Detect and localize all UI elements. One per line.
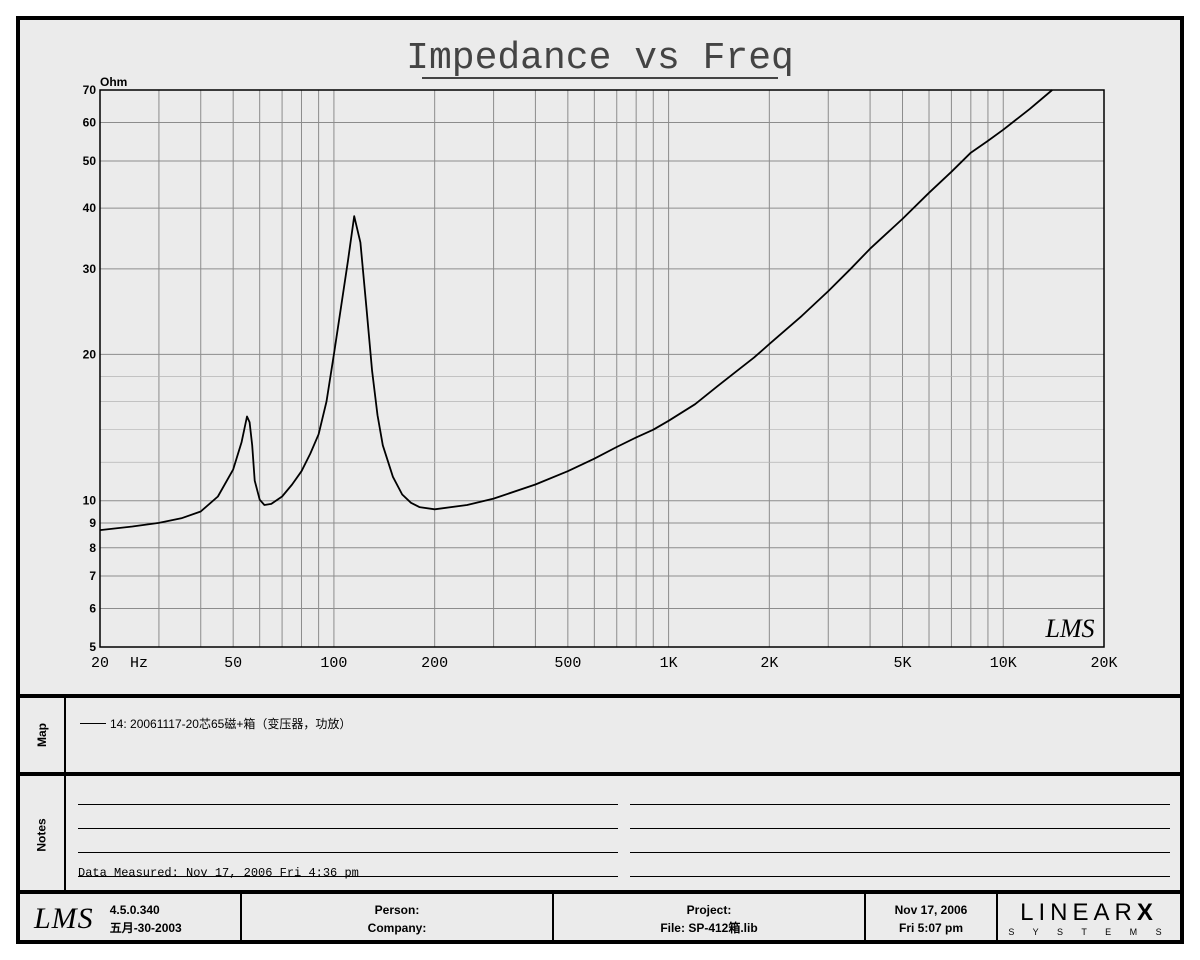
footer: LMS 4.5.0.340 五月-30-2003 Person: Company… (20, 894, 1180, 944)
x-tick-label: 10K (990, 655, 1017, 672)
y-tick-label: 6 (89, 602, 96, 616)
map-legend-entry: 14: 20061117-20芯65磁+箱（变压器，功放） (80, 715, 351, 732)
company-label: Company: (367, 921, 427, 935)
impedance-series-line (99, 89, 1053, 531)
x-tick-label: 5K (894, 655, 912, 672)
notes-line (630, 852, 1170, 853)
notes-line (630, 828, 1170, 829)
footer-date-cell: Nov 17, 2006 Fri 5:07 pm (866, 894, 998, 944)
y-tick-label: 30 (83, 262, 97, 276)
y-tick-label: 70 (83, 83, 97, 97)
x-tick-label: 100 (320, 655, 347, 672)
separator (20, 890, 1180, 894)
notes-line (630, 804, 1170, 805)
print-date: Nov 17, 2006 (894, 903, 968, 917)
y-axis-unit-label: Ohm (100, 75, 127, 89)
person-label: Person: (374, 903, 420, 917)
linearx-brand-x: X (1136, 899, 1158, 926)
lms-watermark: LMS (1044, 614, 1094, 643)
y-tick-label: 9 (89, 516, 96, 530)
project-label: Project: (686, 903, 732, 917)
software-date: 五月-30-2003 (109, 921, 182, 935)
plot-background (100, 90, 1104, 647)
lms-logo: LMS (34, 902, 94, 935)
x-tick-label: 20 (91, 655, 109, 672)
notes-section-label: Notes (20, 776, 66, 894)
separator (20, 694, 1180, 698)
x-tick-label: 1K (660, 655, 678, 672)
notes-line (78, 852, 618, 853)
y-tick-label: 8 (89, 541, 96, 555)
separator (20, 772, 1180, 776)
file-name: File: SP-412箱.lib (660, 921, 758, 935)
y-tick-label: 10 (83, 494, 97, 508)
software-version: 4.5.0.340 (109, 903, 160, 917)
chart-area: Impedance vs Freq Ohm 5 6 7 8 9 10 20 30 40 50 60 70 2… (20, 20, 1180, 694)
report-frame: Impedance vs Freq Ohm 5 6 7 8 9 10 20 30 40 50 60 70 2… (16, 16, 1184, 944)
map-section-label: Map (20, 698, 66, 772)
footer-version-cell: LMS 4.5.0.340 五月-30-2003 (20, 894, 242, 944)
x-tick-label: 500 (554, 655, 581, 672)
print-time: Fri 5:07 pm (898, 921, 964, 935)
x-tick-label: 2K (760, 655, 778, 672)
y-tick-label: 20 (83, 347, 97, 361)
footer-person-cell: Person: Company: (242, 894, 554, 944)
notes-line (78, 876, 618, 877)
linearx-brand: LINEAR (1020, 899, 1137, 926)
y-tick-label: 50 (83, 154, 97, 168)
data-measured-text: Data Measured: Nov 17, 2006 Fri 4:36 pm (78, 866, 359, 880)
y-tick-label: 5 (89, 640, 96, 654)
footer-project-cell: Project: File: SP-412箱.lib (554, 894, 866, 944)
notes-line (78, 804, 618, 805)
notes-line (630, 876, 1170, 877)
legend-entry-text: 14: 20061117-20芯65磁+箱（变压器，功放） (110, 717, 352, 731)
y-tick-label: 60 (83, 116, 97, 130)
y-tick-label: 7 (89, 569, 96, 583)
legend-line-swatch (80, 723, 106, 724)
y-tick-label: 40 (83, 201, 97, 215)
x-tick-label: 200 (421, 655, 448, 672)
x-axis-unit-label: Hz (130, 655, 148, 672)
linearx-subtitle: S Y S T E M S (1008, 927, 1170, 937)
impedance-chart: Impedance vs Freq Ohm 5 6 7 8 9 10 20 30 40 50 60 70 2… (83, 37, 1118, 672)
chart-title: Impedance vs Freq (406, 37, 794, 80)
plot-border (99, 89, 1105, 648)
x-tick-label: 20K (1090, 655, 1117, 672)
x-tick-label: 50 (224, 655, 242, 672)
notes-line (78, 828, 618, 829)
linearx-logo: LINEARX S Y S T E M S (998, 894, 1180, 944)
